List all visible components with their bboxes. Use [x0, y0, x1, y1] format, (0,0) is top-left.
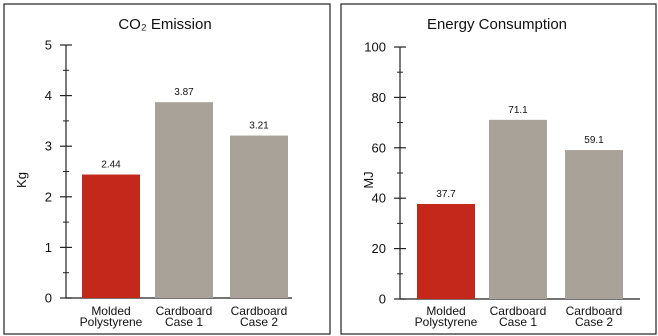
y-tick-label: 40 — [372, 191, 386, 206]
y-tick-label: 3 — [45, 139, 52, 154]
y-tick-label: 1 — [45, 240, 52, 255]
bar-3 — [230, 135, 288, 298]
y-tick-label: 2 — [45, 189, 52, 204]
chart-title: Energy Consumption — [427, 16, 567, 33]
bar-2 — [155, 102, 213, 298]
bar-value-label: 71.1 — [508, 105, 528, 116]
y-axis-label: Kg — [14, 172, 29, 188]
y-tick-label: 100 — [364, 40, 386, 55]
bar-3 — [565, 150, 623, 299]
co2-emission-panel: CO₂ Emission Kg 0 1 2 3 4 5 2.44 Molded Polystyren… — [3, 3, 331, 335]
x-category-label: Cardboard Case 2 — [231, 304, 288, 329]
y-tick-label: 80 — [372, 90, 386, 105]
y-tick-label: 0 — [379, 292, 386, 307]
x-category-label: Cardboard Case 1 — [156, 304, 213, 329]
y-tick-label: 20 — [372, 241, 386, 256]
energy-consumption-panel: Energy Consumption MJ 0 20 40 60 80 100 37.7 Mold… — [340, 3, 657, 335]
bar-1 — [82, 174, 140, 298]
panel-frame — [3, 3, 331, 335]
x-category-label: Cardboard Case 2 — [566, 304, 623, 329]
y-tick-label: 4 — [45, 88, 52, 103]
y-tick-label: 60 — [372, 140, 386, 155]
bar-value-label: 37.7 — [436, 189, 456, 200]
bar-value-label: 2.44 — [101, 160, 121, 171]
bar-1 — [417, 203, 475, 299]
chart-title: CO₂ Emission — [118, 16, 211, 33]
y-tick-label: 5 — [45, 38, 52, 53]
y-tick-label: 0 — [45, 291, 52, 306]
x-category-label: Cardboard Case 1 — [490, 304, 547, 329]
bar-2 — [489, 119, 547, 299]
bar-value-label: 3.87 — [174, 87, 194, 98]
bar-value-label: 59.1 — [584, 135, 604, 146]
y-axis-label: MJ — [361, 171, 376, 188]
x-category-label: Molded Polystyrene — [80, 304, 143, 329]
bar-value-label: 3.21 — [249, 121, 269, 132]
x-category-label: Molded Polystyrene — [415, 304, 478, 329]
panel-frame — [340, 3, 657, 335]
